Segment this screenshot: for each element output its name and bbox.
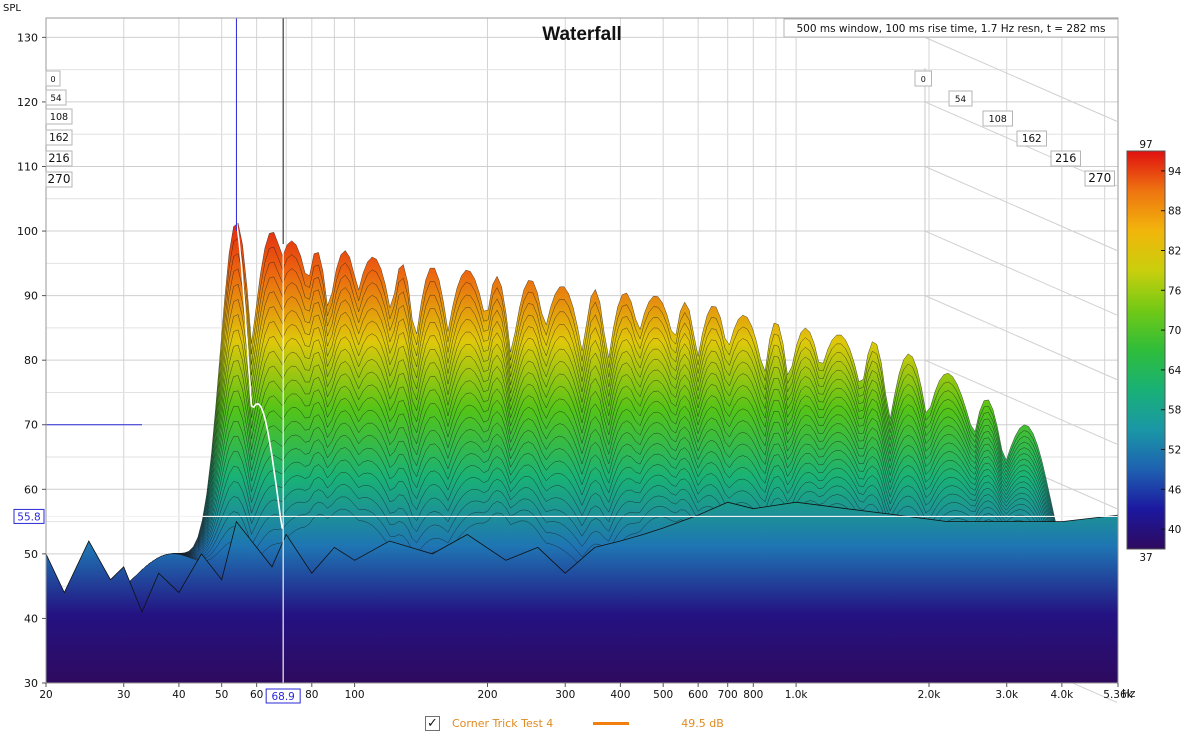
x-axis-ticks: 20 30 40 50 60 80 100 200 300 400 500 600 700 800 1.0k… — [39, 683, 1134, 704]
series-name[interactable]: Corner Trick Test 4 — [452, 716, 554, 730]
colorbar-tick-label: 88 — [1168, 206, 1181, 218]
x-tick-label: 400 — [610, 689, 630, 701]
time-label-right: 216 — [1055, 152, 1076, 165]
x-tick-label: 300 — [555, 689, 575, 701]
y-axis-ticks: 30 40 50 60 70 80 90 100 110 120 130 55.8 — [13, 31, 46, 690]
y-tick-label: 30 — [24, 677, 38, 690]
plot-frame — [45, 17, 1119, 684]
legend: ✓ Corner Trick Test 4 49.5 dB — [425, 713, 724, 733]
time-label-right: 162 — [1022, 133, 1042, 145]
time-label-left: 108 — [50, 112, 68, 123]
x-tick-label: 500 — [653, 689, 673, 701]
colorbar-tick-label: 76 — [1168, 285, 1182, 297]
colorbar-tick-label: 58 — [1168, 405, 1181, 417]
colorbar: 40 46 52 58 64 70 76 82 88 94 97 37 — [1126, 139, 1182, 564]
time-label-left: 216 — [48, 152, 69, 165]
time-label-right: 270 — [1088, 171, 1111, 185]
colorbar-tick-label: 70 — [1168, 325, 1181, 337]
time-label-left: 54 — [50, 94, 62, 104]
y-tick-label: 80 — [24, 354, 38, 367]
colorbar-tick-label: 40 — [1168, 524, 1181, 536]
series-checkbox[interactable]: ✓ — [425, 715, 440, 731]
x-tick-label: 50 — [215, 689, 228, 701]
time-labels: 0 0 54 54 108 108 162 162 216 216 270 270 — [45, 70, 1115, 188]
colorbar-tick-label: 64 — [1168, 365, 1182, 377]
colorbar-tick-label: 52 — [1168, 445, 1181, 457]
x-axis-unit: Hz — [1122, 688, 1136, 700]
x-tick-label: 3.0k — [995, 689, 1019, 701]
time-label-right: 0 — [921, 75, 926, 84]
x-tick-label: 1.0k — [785, 689, 809, 701]
y-tick-label: 120 — [17, 96, 38, 109]
colorbar-tick-label: 46 — [1168, 484, 1182, 496]
x-tick-label: 60 — [250, 689, 263, 701]
y-tick-label: 70 — [24, 419, 38, 432]
time-label-left: 162 — [49, 132, 69, 144]
info-text: 500 ms window, 100 ms rise time, 1.7 Hz … — [796, 23, 1105, 35]
x-tick-label: 700 — [718, 689, 738, 701]
x-tick-label: 80 — [305, 689, 318, 701]
y-tick-label: 100 — [17, 225, 38, 238]
time-label-right: 54 — [955, 95, 967, 105]
info-box — [783, 18, 1119, 38]
x-tick-label: 20 — [39, 689, 52, 701]
x-tick-label: 100 — [345, 689, 365, 701]
x-tick-label: 5.36k — [1103, 689, 1133, 701]
x-tick-label: 30 — [117, 689, 130, 701]
colorbar-max-label: 97 — [1139, 139, 1152, 151]
y-tick-label: 40 — [24, 612, 38, 625]
y-axis-label: SPL — [3, 3, 21, 14]
x-tick-label: 2.0k — [918, 689, 942, 701]
cursor[interactable] — [46, 18, 1118, 683]
y-tick-label: 90 — [24, 290, 38, 303]
cursor-spl-readout: 55.8 — [17, 511, 40, 523]
x-tick-label: 40 — [172, 689, 185, 701]
waterfall-surface — [46, 221, 1118, 683]
cursor-freq-readout: 68.9 — [271, 691, 294, 703]
colorbar-tick-label: 82 — [1168, 246, 1181, 258]
colorbar-min-label: 37 — [1139, 552, 1152, 564]
y-tick-label: 110 — [17, 160, 38, 173]
x-tick-label: 200 — [477, 689, 497, 701]
time-label-left: 270 — [48, 172, 71, 186]
x-tick-label: 600 — [688, 689, 708, 701]
series-line-swatch — [593, 721, 630, 725]
x-tick-label: 800 — [743, 689, 763, 701]
time-label-right: 108 — [989, 114, 1007, 125]
y-tick-label: 130 — [17, 31, 38, 44]
x-tick-label: 4.0k — [1050, 689, 1074, 701]
time-label-left: 0 — [50, 75, 55, 84]
chart-title: Waterfall — [542, 24, 622, 45]
y-tick-label: 60 — [24, 483, 38, 496]
colorbar-tick-label: 94 — [1168, 166, 1182, 178]
series-value: 49.5 dB — [681, 716, 724, 730]
y-tick-label: 50 — [24, 548, 38, 561]
